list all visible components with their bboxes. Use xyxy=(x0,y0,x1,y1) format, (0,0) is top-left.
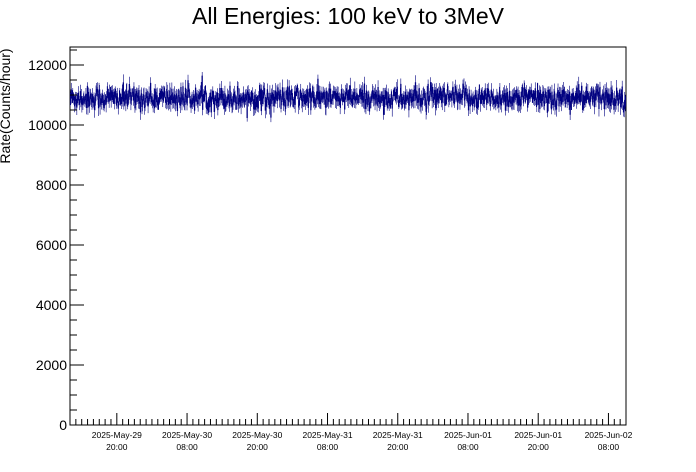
x-tick-time: 20:00 xyxy=(528,442,550,452)
x-tick-date: 2025-Jun-01 xyxy=(514,430,562,440)
y-tick-label: 10000 xyxy=(28,117,67,133)
x-tick-time: 08:00 xyxy=(598,442,620,452)
y-tick-label: 6000 xyxy=(36,237,67,253)
y-tick-label: 8000 xyxy=(36,177,67,193)
chart-title: All Energies: 100 keV to 3MeV xyxy=(192,3,505,29)
y-tick-label: 4000 xyxy=(36,297,67,313)
x-tick-date: 2025-May-30 xyxy=(232,430,282,440)
y-axis: 0 2000 4000 6000 8000 10000 12000 xyxy=(28,49,84,433)
y-tick-label: 0 xyxy=(59,417,67,433)
x-tick-date: 2025-May-31 xyxy=(373,430,423,440)
y-tick-label: 2000 xyxy=(36,357,67,373)
x-tick-time: 20:00 xyxy=(247,442,269,452)
series-trace xyxy=(69,72,627,123)
x-tick-date: 2025-Jun-01 xyxy=(444,430,492,440)
series-layer xyxy=(69,72,627,123)
x-tick-time: 20:00 xyxy=(106,442,128,452)
x-tick-date: 2025-Jun-02 xyxy=(585,430,633,440)
y-tick-label: 12000 xyxy=(28,57,67,73)
x-tick-date: 2025-May-31 xyxy=(302,430,352,440)
x-axis: 2025-May-29 20:00 2025-May-30 08:00 2025-May… xyxy=(75,413,633,452)
x-tick-time: 08:00 xyxy=(176,442,198,452)
y-axis-label: Rate(Counts/hour) xyxy=(0,48,13,163)
series-line xyxy=(70,75,626,118)
x-tick-time: 08:00 xyxy=(457,442,479,452)
x-tick-time: 08:00 xyxy=(317,442,339,452)
plot-frame xyxy=(69,46,627,426)
x-tick-time: 20:00 xyxy=(387,442,409,452)
x-tick-date: 2025-May-30 xyxy=(162,430,212,440)
x-tick-date: 2025-May-29 xyxy=(92,430,142,440)
